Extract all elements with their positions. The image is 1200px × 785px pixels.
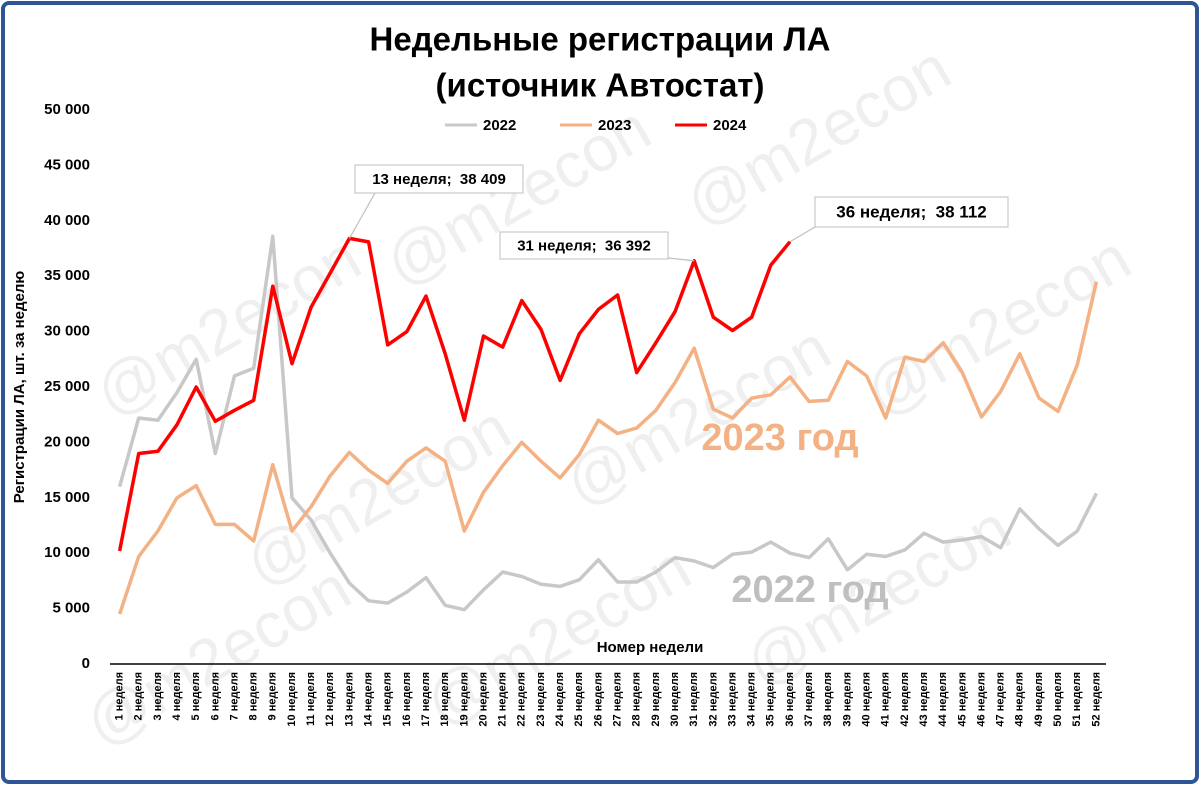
x-tick-label: 25 неделя: [573, 672, 585, 727]
x-tick-label: 12 неделя: [324, 672, 336, 727]
x-tick-label: 19 неделя: [458, 672, 470, 727]
x-tick-label: 18 неделя: [439, 672, 451, 727]
x-tick-label: 47 неделя: [995, 672, 1007, 727]
x-tick-label: 45 неделя: [956, 672, 968, 727]
data-label: 13 неделя; 38 409: [372, 171, 506, 188]
y-tick-label: 10 000: [44, 544, 90, 561]
x-tick-label: 29 неделя: [650, 672, 662, 727]
legend-label: 2022: [483, 117, 516, 134]
data-label: 31 неделя; 36 392: [517, 237, 651, 254]
legend-label: 2024: [713, 117, 747, 134]
x-tick-label: 7 неделя: [228, 672, 240, 720]
x-tick-label: 34 неделя: [746, 672, 758, 727]
x-tick-label: 6 неделя: [209, 672, 221, 720]
y-axis-title: Регистрации ЛА, шт. за неделю: [11, 271, 28, 504]
y-tick-label: 45 000: [44, 156, 90, 173]
x-tick-label: 30 неделя: [669, 672, 681, 727]
y-tick-label: 50 000: [44, 101, 90, 118]
y-tick-label: 20 000: [44, 433, 90, 450]
x-tick-label: 21 неделя: [497, 672, 509, 727]
x-tick-label: 35 неделя: [765, 672, 777, 727]
x-tick-label: 40 неделя: [860, 672, 872, 727]
x-tick-label: 24 неделя: [554, 672, 566, 727]
y-tick-label: 35 000: [44, 267, 90, 284]
x-tick-label: 49 неделя: [1033, 672, 1045, 727]
x-tick-label: 50 неделя: [1052, 672, 1064, 727]
series-line: [117, 281, 1099, 615]
y-tick-label: 25 000: [44, 378, 90, 395]
series-line: [117, 234, 1098, 612]
x-tick-label: 31 неделя: [688, 672, 700, 727]
x-tick-label: 17 неделя: [420, 672, 432, 727]
chart-subtitle: (источник Автостат): [436, 67, 765, 104]
x-tick-label: 3 неделя: [152, 672, 164, 720]
annotation: 2023 год: [701, 417, 858, 459]
x-tick-label: 20 неделя: [477, 672, 489, 727]
x-tick-label: 39 неделя: [841, 672, 853, 727]
x-tick-label: 42 неделя: [899, 672, 911, 727]
x-tick-label: 52 неделя: [1090, 672, 1102, 727]
x-tick-label: 41 неделя: [880, 672, 892, 727]
chart-title: Недельные регистрации ЛА: [370, 21, 831, 58]
callout-box: [354, 164, 524, 194]
y-tick-label: 30 000: [44, 323, 90, 340]
x-tick-label: 13 неделя: [343, 672, 355, 727]
callout-box: [814, 196, 1009, 228]
x-tick-label: 38 неделя: [822, 672, 834, 727]
callout-leader: [789, 226, 816, 243]
x-tick-label: 43 неделя: [918, 672, 930, 727]
x-axis-title: Номер недели: [597, 639, 704, 656]
x-tick-label: 28 неделя: [631, 672, 643, 727]
x-tick-label: 26 неделя: [592, 672, 604, 727]
x-tick-label: 32 неделя: [707, 672, 719, 727]
x-tick-label: 46 неделя: [975, 672, 987, 727]
x-tick-label: 23 неделя: [535, 672, 547, 727]
series-line: [117, 236, 792, 552]
x-tick-label: 36 неделя: [784, 672, 796, 727]
x-tick-label: 9 неделя: [267, 672, 279, 720]
x-tick-label: 44 неделя: [937, 672, 949, 727]
x-tick-label: 33 неделя: [726, 672, 738, 727]
callout-leader: [667, 257, 695, 262]
x-tick-label: 15 неделя: [382, 672, 394, 727]
x-tick-label: 37 неделя: [803, 672, 815, 727]
data-label: 36 неделя; 38 112: [836, 202, 987, 221]
annotation: 2022 год: [731, 569, 888, 611]
x-tick-label: 4 неделя: [171, 672, 183, 720]
legend-label: 2023: [598, 117, 631, 134]
y-tick-label: 15 000: [44, 489, 90, 506]
x-tick-label: 10 неделя: [286, 672, 298, 727]
x-tick-label: 14 неделя: [362, 672, 374, 727]
y-tick-label: 40 000: [44, 212, 90, 229]
x-tick-label: 16 неделя: [401, 672, 413, 727]
x-tick-label: 11 неделя: [305, 672, 317, 726]
x-tick-label: 2 неделя: [133, 672, 145, 720]
x-tick-label: 8 неделя: [248, 672, 260, 720]
y-tick-label: 5 000: [52, 600, 90, 617]
x-tick-label: 27 неделя: [611, 672, 623, 727]
x-tick-label: 22 неделя: [516, 672, 528, 727]
x-tick-label: 51 неделя: [1071, 672, 1083, 727]
x-tick-label: 5 неделя: [190, 672, 202, 720]
y-tick-label: 0: [82, 655, 90, 672]
x-tick-label: 1 неделя: [113, 672, 125, 720]
callout-box: [499, 231, 669, 260]
x-tick-label: 48 неделя: [1014, 672, 1026, 727]
callout-leader: [348, 192, 376, 239]
